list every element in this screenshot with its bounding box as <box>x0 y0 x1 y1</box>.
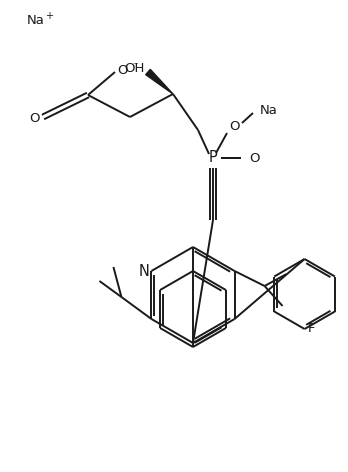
Text: O: O <box>250 152 260 165</box>
Text: +: + <box>45 11 53 21</box>
Text: O: O <box>29 111 39 125</box>
Text: ⁻: ⁻ <box>132 61 138 71</box>
Text: N: N <box>139 263 150 278</box>
Text: F: F <box>308 322 315 336</box>
Text: O: O <box>230 120 240 134</box>
Text: OH: OH <box>124 62 144 76</box>
Text: Na: Na <box>260 103 278 117</box>
Text: Na: Na <box>27 14 45 27</box>
Text: P: P <box>208 151 218 166</box>
Polygon shape <box>146 69 173 94</box>
Text: O: O <box>118 64 128 76</box>
